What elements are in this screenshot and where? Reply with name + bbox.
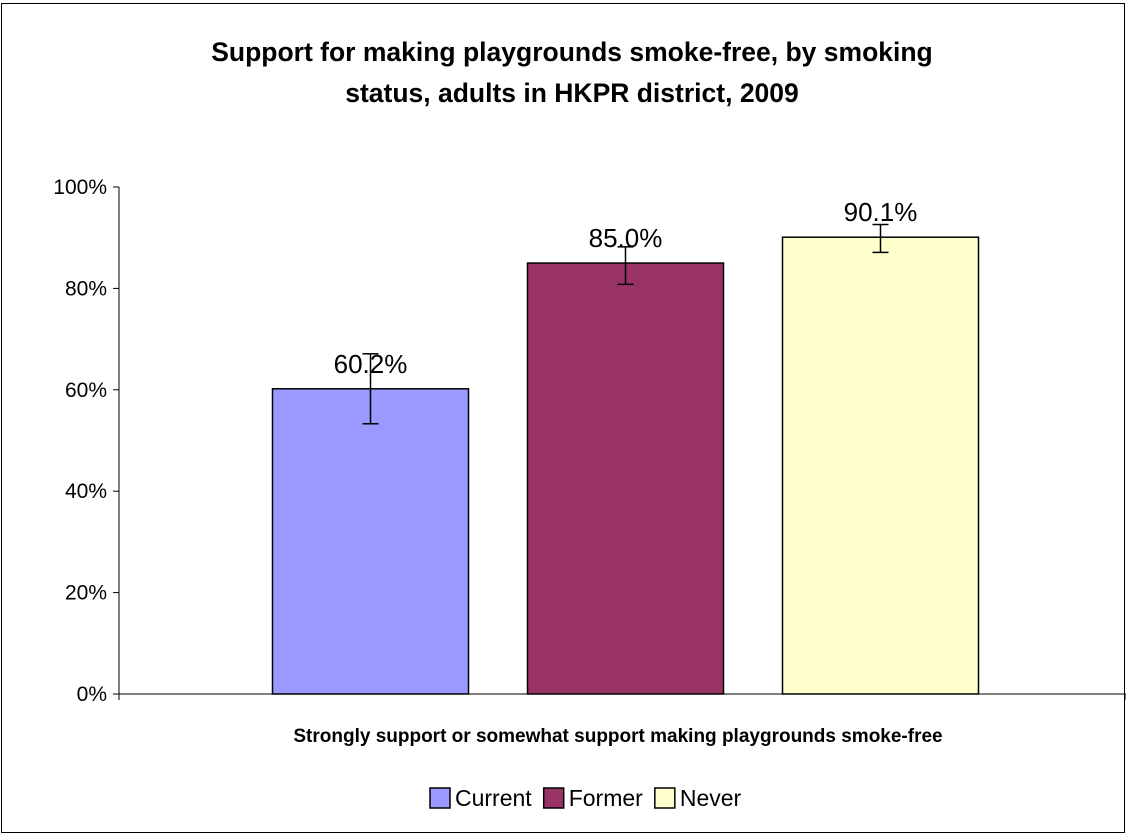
legend-item-never: Never	[654, 785, 742, 811]
y-tick-label: 0%	[77, 683, 107, 706]
legend-swatch	[429, 787, 451, 809]
data-label-current: 60.2%	[334, 349, 408, 379]
bar-former	[526, 262, 725, 695]
chart-frame: Support for making playgrounds smoke-fre…	[1, 3, 1126, 833]
y-tick-label: 40%	[65, 480, 107, 503]
data-label-never: 90.1%	[844, 197, 918, 227]
legend-swatch	[654, 787, 676, 809]
legend-label: Never	[680, 785, 742, 811]
legend-item-current: Current	[429, 785, 532, 811]
y-tick-label: 20%	[65, 582, 107, 605]
legend-label: Current	[455, 785, 532, 811]
chart-title-line-2: status, adults in HKPR district, 2009	[345, 78, 799, 108]
category-axis-label: Strongly support or somewhat support mak…	[293, 726, 942, 747]
legend-swatch	[542, 787, 565, 809]
bar-current	[271, 388, 470, 695]
data-label-former: 85.0%	[589, 223, 663, 253]
y-tick-label: 100%	[53, 176, 107, 199]
legend-item-former: Former	[542, 785, 643, 811]
bar-chart: Support for making playgrounds smoke-fre…	[53, 37, 1126, 811]
legend-label: Former	[569, 785, 643, 811]
legend: Current Former Never	[429, 785, 742, 811]
plot-area: 0% 20% 40% 60% 80% 100% 60.2% 85.0% 90.1%	[53, 176, 1126, 706]
chart-title: Support for making playgrounds smoke-fre…	[211, 37, 933, 108]
bar-never	[781, 236, 980, 695]
y-tick-label: 60%	[65, 379, 107, 402]
chart-title-line-1: Support for making playgrounds smoke-fre…	[211, 37, 933, 67]
y-tick-label: 80%	[65, 277, 107, 300]
